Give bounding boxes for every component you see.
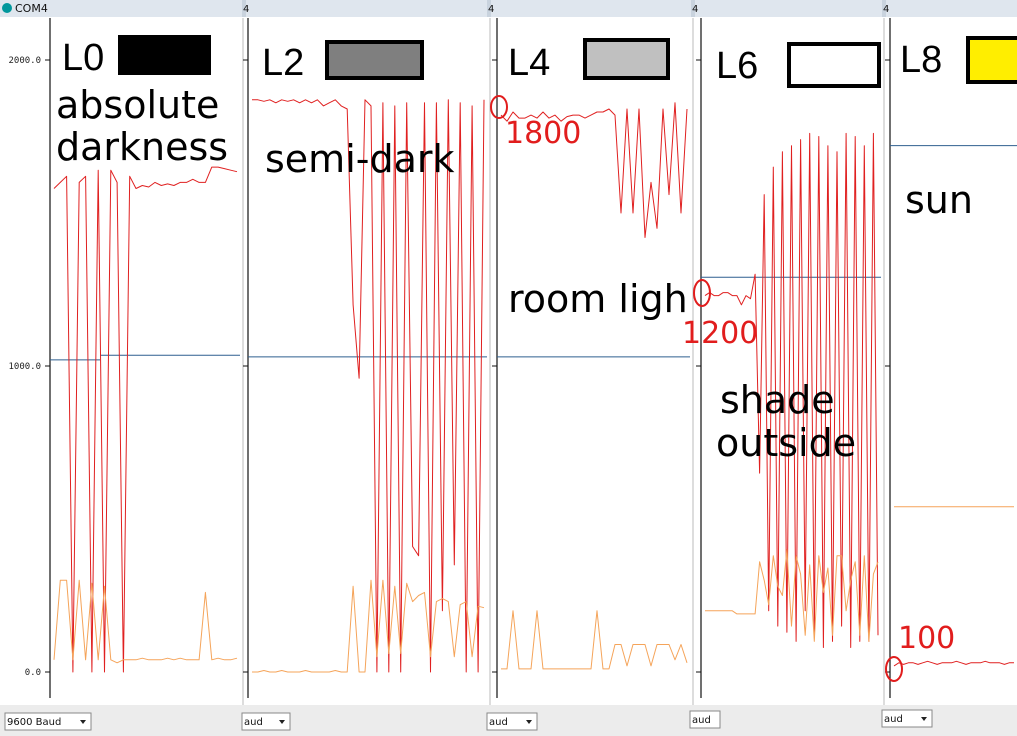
condition-label: sun bbox=[905, 178, 973, 222]
tab-edge: 4 bbox=[882, 0, 889, 17]
title-bar-background bbox=[0, 0, 1017, 17]
baud-select-box[interactable] bbox=[241, 712, 291, 731]
chevron-down-icon[interactable] bbox=[80, 720, 86, 724]
orange-series-line bbox=[501, 610, 688, 670]
tab-edge: 4 bbox=[242, 0, 249, 17]
window-title: COM4 bbox=[15, 2, 48, 15]
orange-series-line bbox=[252, 579, 485, 673]
tab-edge-strip bbox=[882, 0, 886, 17]
tab-edge-strip bbox=[691, 0, 695, 17]
condition-label: room ligh bbox=[508, 277, 688, 321]
value-annotation: 1200 bbox=[682, 279, 758, 351]
chevron-down-icon[interactable] bbox=[921, 717, 927, 721]
orange-series-line bbox=[705, 549, 879, 642]
annotation-value: 100 bbox=[898, 621, 955, 656]
baud-select[interactable]: aud bbox=[881, 709, 933, 728]
level-label: L0 bbox=[62, 37, 104, 79]
red-series-line bbox=[252, 99, 485, 673]
baud-select-box[interactable] bbox=[689, 710, 721, 729]
level-label: L6 bbox=[716, 45, 758, 87]
baud-select-label: aud bbox=[489, 717, 508, 728]
chevron-down-icon[interactable] bbox=[279, 720, 285, 724]
tab-edge-strip bbox=[487, 0, 491, 17]
arduino-icon bbox=[2, 3, 12, 13]
red-series-line bbox=[53, 166, 238, 673]
baud-select-box[interactable] bbox=[486, 712, 538, 731]
plot-panel-l4: L4 room ligh bbox=[489, 18, 690, 705]
baud-select-label: aud bbox=[692, 715, 711, 726]
chevron-down-icon[interactable] bbox=[526, 720, 532, 724]
tab-edge: 4 bbox=[691, 0, 698, 17]
baud-select-label: aud bbox=[244, 717, 263, 728]
title-bar: COM4 4 4 4 4 bbox=[0, 0, 1017, 17]
level-swatch bbox=[787, 42, 881, 88]
orange-series-line bbox=[53, 579, 238, 664]
red-series-line bbox=[704, 132, 879, 648]
level-label: L4 bbox=[508, 42, 550, 84]
condition-label: absolute bbox=[56, 83, 219, 127]
level-label: L2 bbox=[262, 42, 304, 84]
y-tick-label: 1000.0 bbox=[8, 362, 41, 372]
y-tick-label: 0.0 bbox=[25, 668, 41, 678]
red-series-line bbox=[500, 102, 688, 238]
level-label: L8 bbox=[900, 39, 942, 81]
level-swatch bbox=[966, 36, 1017, 84]
baud-select[interactable]: aud bbox=[241, 712, 291, 731]
annotation-value: 1800 bbox=[505, 116, 581, 151]
plot-panel-l2: L2 semi-dark bbox=[242, 18, 487, 705]
annotation-circle bbox=[490, 95, 508, 119]
baud-select-label: aud bbox=[884, 714, 903, 725]
baud-select[interactable]: aud bbox=[689, 710, 721, 729]
annotation-circle bbox=[885, 656, 903, 682]
value-annotation: 100 bbox=[885, 621, 955, 682]
tab-digit: 4 bbox=[883, 4, 889, 15]
annotation-circle bbox=[693, 279, 711, 307]
level-swatch bbox=[325, 40, 424, 80]
plot-panel-l8: L8 sun bbox=[883, 18, 1017, 705]
tab-digit: 4 bbox=[488, 4, 494, 15]
condition-label: darkness bbox=[56, 125, 228, 169]
baud-select-box[interactable] bbox=[4, 712, 92, 731]
value-annotation: 1800 bbox=[490, 95, 581, 151]
level-swatch bbox=[583, 38, 670, 80]
condition-label: shade bbox=[720, 378, 835, 422]
condition-label: outside bbox=[716, 421, 856, 465]
footer-bar: 9600 Baud aud aud aud aud bbox=[0, 705, 1017, 736]
tab-digit: 4 bbox=[243, 4, 249, 15]
red-series-line bbox=[893, 660, 1014, 667]
baud-select[interactable]: aud bbox=[486, 712, 538, 731]
tab-edge-strip bbox=[242, 0, 246, 17]
condition-label: semi-dark bbox=[265, 137, 455, 181]
annotation-value: 1200 bbox=[682, 316, 758, 351]
baud-select-box[interactable] bbox=[881, 709, 933, 728]
y-tick-label: 2000.0 bbox=[8, 56, 41, 66]
tab-digit: 4 bbox=[692, 4, 698, 15]
tab-edge: 4 bbox=[487, 0, 494, 17]
level-swatch bbox=[118, 35, 211, 75]
baud-select[interactable]: 9600 Baud bbox=[4, 712, 92, 731]
baud-select-label: 9600 Baud bbox=[7, 717, 61, 728]
